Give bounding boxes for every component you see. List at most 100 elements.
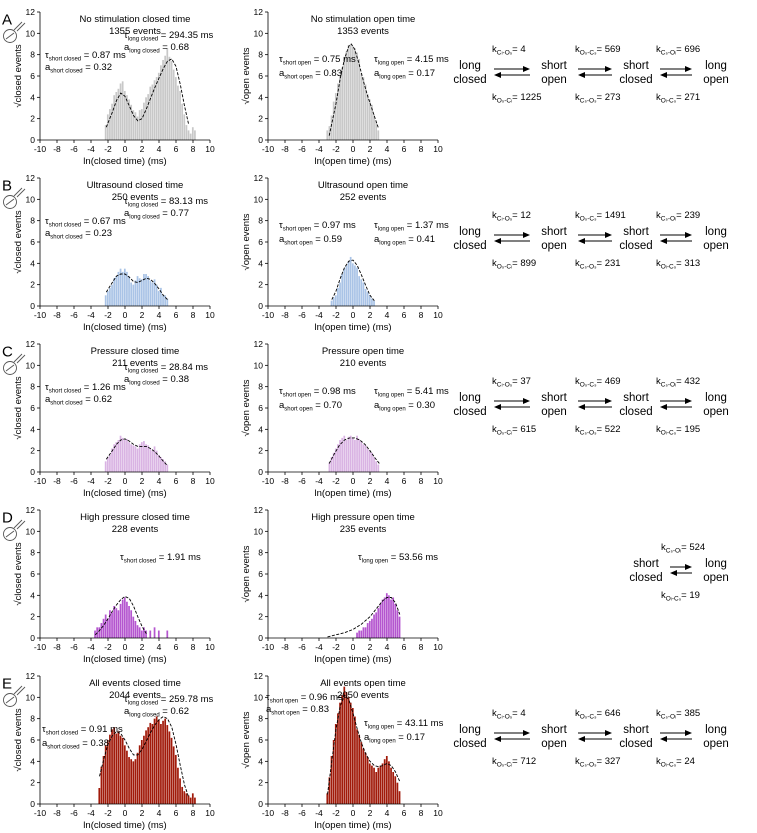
- x-tick-label: -6: [70, 808, 78, 818]
- annotation-subscript: long open: [378, 227, 404, 233]
- x-tick-label: 2: [140, 144, 145, 154]
- y-axis-label: √closed events: [13, 542, 24, 606]
- fit-curve: [327, 597, 401, 638]
- rate-value: = 4: [512, 44, 525, 55]
- histogram-bar: [341, 67, 344, 140]
- annotation-value: = 0.67 ms: [81, 216, 126, 227]
- histogram-bar: [113, 444, 116, 472]
- x-tick-label: -10: [262, 476, 275, 486]
- x-tick-label: 2: [140, 642, 145, 652]
- x-tick-label: 6: [174, 310, 179, 320]
- y-tick-label: 2: [30, 778, 35, 788]
- histogram-bar: [354, 265, 356, 306]
- rate-value: = 469: [597, 376, 621, 387]
- x-tick-label: -2: [332, 310, 340, 320]
- rate-subscript: Cₛ-Oₗ: [661, 714, 676, 721]
- histogram-bar: [151, 450, 154, 472]
- histogram-bar: [343, 56, 346, 140]
- backward-rate: kOₗ-Cₛ= 195: [656, 424, 700, 437]
- histogram-bar: [132, 445, 135, 472]
- panel-b: B 0 2 4 6 8 10 12 -10 -8 -6 -4 -2 0 2 4 6 8 10 ln(closed ti…: [2, 173, 729, 333]
- x-tick-label: 10: [433, 476, 443, 486]
- x-tick-label: 6: [402, 476, 407, 486]
- fit-annotation: τlong open = 5.41 ms: [374, 386, 449, 399]
- histogram-bar: [375, 772, 378, 804]
- y-tick-label: 2: [30, 446, 35, 456]
- fit-annotation: ashort closed = 0.32: [45, 62, 112, 75]
- patch-line: [5, 32, 15, 40]
- annotation-subscript: long open: [369, 739, 395, 745]
- histogram-bar: [390, 767, 392, 804]
- state-type: open: [703, 738, 729, 750]
- histogram-bar: [398, 616, 401, 638]
- state-name: long: [459, 392, 481, 404]
- fit-annotation: along open = 0.30: [374, 400, 435, 413]
- histogram-bar: [128, 442, 130, 472]
- rate-arrows: [494, 66, 530, 78]
- x-tick-label: 0: [351, 310, 356, 320]
- y-tick-label: 4: [30, 424, 35, 434]
- annotation-subscript: long closed: [129, 713, 159, 719]
- x-tick-label: -8: [281, 476, 289, 486]
- state-type: open: [703, 572, 729, 584]
- x-axis-label: ln(open time) (ms): [314, 820, 391, 831]
- state-name: long: [705, 558, 727, 570]
- state-type: closed: [619, 240, 652, 252]
- rate-value: = 522: [597, 424, 621, 435]
- panel-d: D 0 2 4 6 8 10 12 -10 -8 -6 -4 -2 0 2 4 6 8 10 ln(closed ti…: [2, 505, 729, 665]
- rate-symbol: k: [492, 92, 497, 103]
- patch-circle: [3, 195, 17, 209]
- annotation-symbol: a: [279, 68, 285, 79]
- x-tick-label: 4: [157, 476, 162, 486]
- annotation-symbol: a: [364, 732, 370, 743]
- y-tick-label: 12: [254, 505, 264, 515]
- annotation-subscript: short closed: [46, 731, 78, 737]
- rate-arrows: [494, 730, 530, 742]
- annotation-subscript: short closed: [50, 401, 82, 407]
- y-tick-label: 12: [254, 339, 264, 349]
- rate-subscript: Oₛ-Cₛ: [580, 216, 597, 223]
- y-tick-label: 12: [254, 671, 264, 681]
- y-tick-label: 12: [26, 7, 36, 17]
- histogram-bar: [111, 729, 113, 804]
- rate-value: = 712: [512, 756, 536, 767]
- rate-subscript: Oₗ-Cₛ: [666, 596, 682, 603]
- fit-curve: [94, 595, 147, 636]
- histogram-bar: [162, 295, 164, 306]
- rate-subscript: Oₗ-Cₛ: [661, 762, 677, 769]
- y-tick-label: 2: [30, 114, 35, 124]
- y-tick-label: 6: [30, 71, 35, 81]
- rate-subscript: Cₛ-Oₛ: [580, 264, 597, 271]
- histogram-bar: [172, 746, 175, 804]
- histogram-bar: [326, 793, 329, 804]
- histogram-bar: [104, 461, 107, 472]
- histogram-bar: [153, 80, 156, 140]
- annotation-subscript: short closed: [49, 223, 81, 229]
- x-tick-label: 4: [385, 144, 390, 154]
- histogram-bar: [390, 599, 392, 638]
- x-axis-label: ln(open time) (ms): [314, 654, 391, 665]
- histogram-bar: [377, 767, 380, 804]
- fit-annotation: τshort open = 0.96 ms: [266, 692, 343, 705]
- histogram-bar: [113, 278, 116, 306]
- histogram-bar: [164, 295, 167, 306]
- x-tick-label: 8: [419, 144, 424, 154]
- y-tick-label: 8: [258, 548, 263, 558]
- kinetic-scheme: longclosedshortopenshortclosedlongopenkC…: [453, 210, 728, 271]
- x-tick-label: -8: [53, 642, 61, 652]
- histogram-bar: [358, 438, 361, 472]
- histogram-bar: [126, 438, 128, 472]
- y-axis-label: √open events: [241, 545, 252, 602]
- backward-rate: kOₛ-Cₗ= 615: [492, 424, 536, 437]
- rate-symbol: k: [492, 376, 497, 387]
- rate-arrows: [660, 398, 692, 410]
- histogram-bar: [371, 765, 373, 804]
- state-type: open: [541, 240, 567, 252]
- chart-subtitle: 2050 events: [337, 690, 389, 701]
- y-axis-label: √closed events: [13, 210, 24, 274]
- histogram-bar: [368, 450, 371, 472]
- fit-annotation: along closed = 0.38: [124, 374, 189, 387]
- annotation-subscript: short open: [283, 227, 311, 233]
- annotation-value: = 0.23: [83, 228, 112, 239]
- patch-line: [5, 364, 15, 372]
